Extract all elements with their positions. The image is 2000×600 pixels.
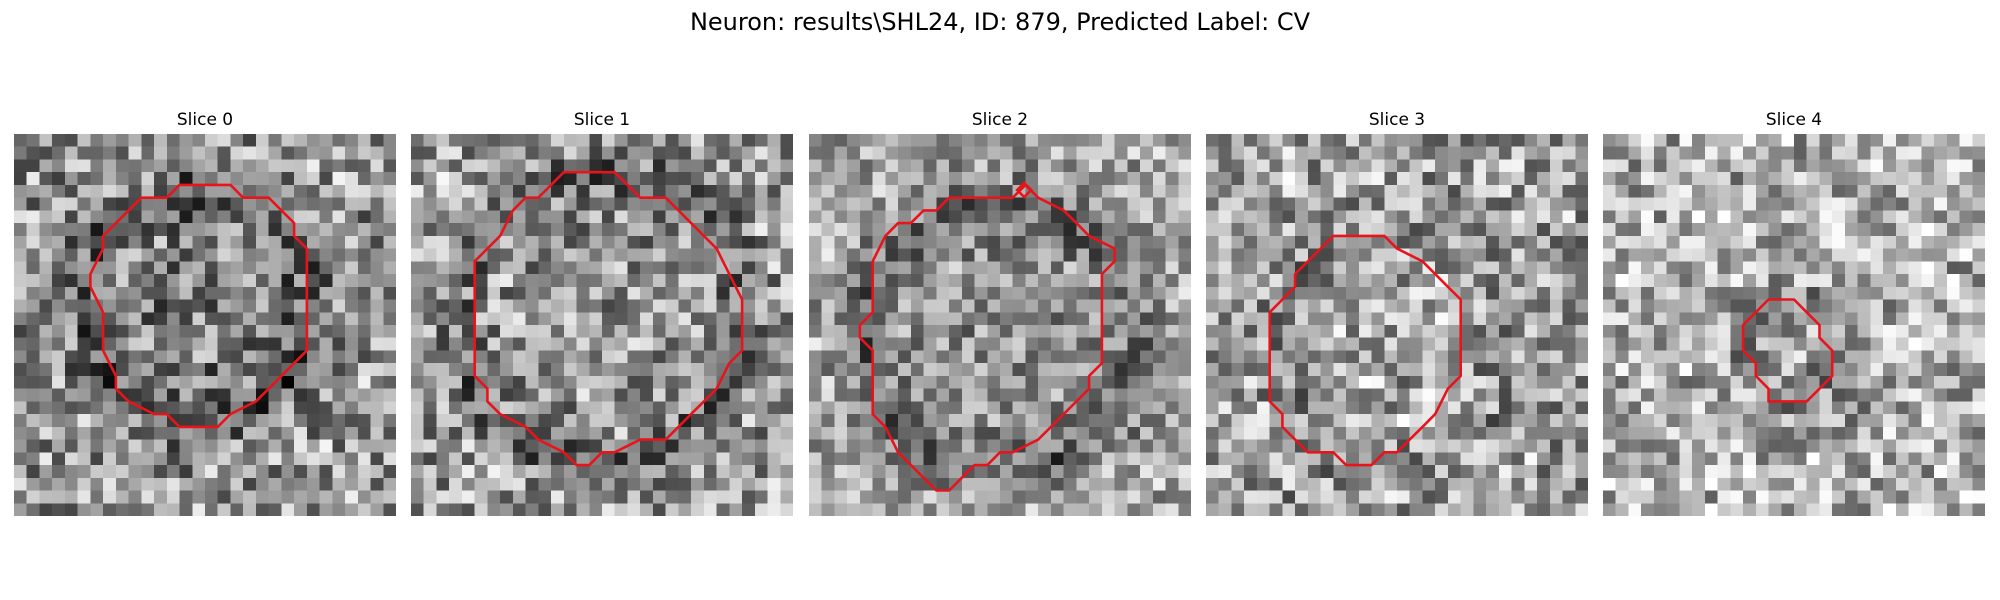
slice-title: Slice 2 [971,110,1029,130]
slice-panel-0: Slice 0 [14,108,396,516]
slice-image [1603,134,1985,516]
slice-image [411,134,793,516]
slice-panel-1: Slice 1 [411,108,793,516]
segmentation-contour [473,170,744,467]
slice-title: Slice 4 [1765,110,1823,130]
slice-title: Slice 1 [573,110,631,130]
slice-panel-4: Slice 4 [1603,108,1985,516]
slice-image [14,134,396,516]
slice-panel-3: Slice 3 [1206,108,1588,516]
contour-fragment [1015,181,1034,199]
slice-image [809,134,1191,516]
slice-image [1206,134,1588,516]
slice-title: Slice 0 [176,110,234,130]
segmentation-contour [89,183,309,429]
slice-title: Slice 3 [1368,110,1426,130]
segmentation-contour [1741,298,1834,403]
segmentation-contour [858,183,1116,492]
figure-title: Neuron: results\SHL24, ID: 879, Predicte… [689,8,1311,36]
slice-panel-2: Slice 2 [809,108,1191,516]
segmentation-contour [1268,234,1462,467]
